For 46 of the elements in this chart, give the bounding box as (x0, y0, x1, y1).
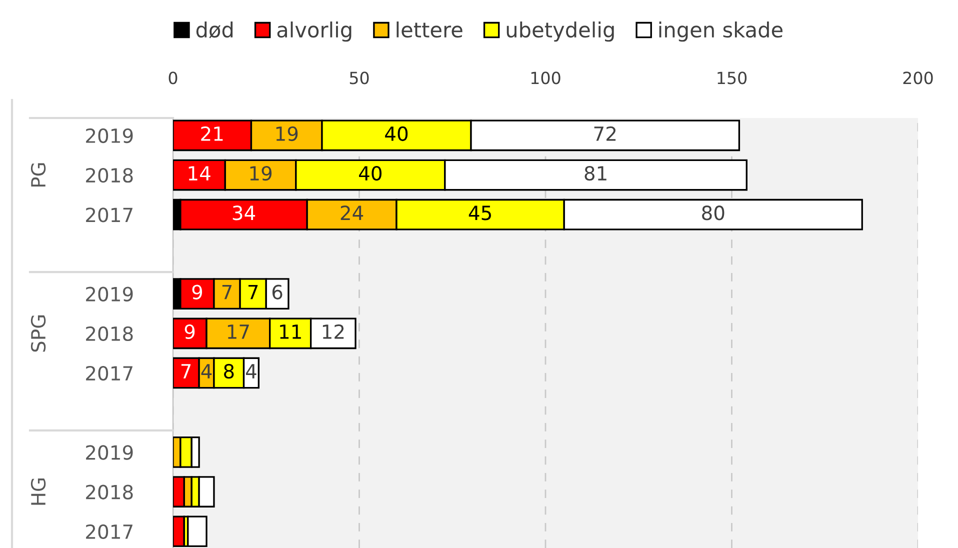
y-tick-label: 2017 (86, 208, 132, 222)
x-tick-label: 0 (168, 72, 178, 84)
data-label: 7 (222, 284, 232, 300)
data-label: 45 (468, 206, 491, 220)
data-label: 8 (224, 364, 234, 379)
data-label: 9 (192, 284, 202, 300)
data-label: 11 (280, 324, 301, 339)
y-tick-label: 2019 (86, 445, 133, 460)
data-label: 19 (250, 166, 272, 181)
x-tick-label: 200 (903, 72, 933, 84)
data-label: 81 (584, 166, 606, 181)
y-tick-label: 2017 (86, 524, 132, 540)
text: PG (30, 163, 46, 187)
data-label: 14 (188, 166, 210, 180)
legend-label: lettere (396, 21, 462, 38)
legend-label: ingen skade (659, 21, 782, 42)
data-label: 80 (702, 206, 724, 220)
data-label: 19 (276, 126, 298, 142)
y-tick-label: 2018 (86, 326, 133, 342)
data-label: 7 (181, 364, 191, 378)
y-tick-label: 2017 (86, 366, 132, 381)
data-label: 7 (248, 284, 258, 300)
data-label: 40 (385, 126, 408, 142)
data-label: 72 (594, 126, 616, 141)
data-label: 34 (232, 206, 256, 220)
legend-label: ubetydelig (506, 21, 614, 42)
data-label: 12 (322, 324, 344, 339)
legend-label: død (196, 21, 233, 38)
data-label: 9 (184, 324, 195, 340)
data-label: 4 (201, 364, 212, 378)
y-tick-label: 2019 (86, 286, 133, 302)
legend-label: alvorlig (277, 21, 352, 42)
y-tick-label: 2019 (86, 128, 133, 144)
data-label: 24 (340, 206, 364, 220)
data-label: 40 (359, 166, 382, 181)
x-tick-label: 100 (531, 72, 560, 84)
data-label: 6 (272, 284, 282, 300)
x-tick-label: 150 (718, 72, 747, 84)
y-tick-label: 2018 (86, 168, 133, 183)
data-label: 21 (201, 126, 223, 141)
y-tick-label: 2018 (86, 484, 133, 500)
data-label: 4 (246, 364, 256, 378)
text: SPG (30, 315, 46, 352)
text: HG (30, 478, 46, 505)
data-label: 17 (228, 324, 249, 339)
x-tick-label: 50 (350, 72, 369, 84)
